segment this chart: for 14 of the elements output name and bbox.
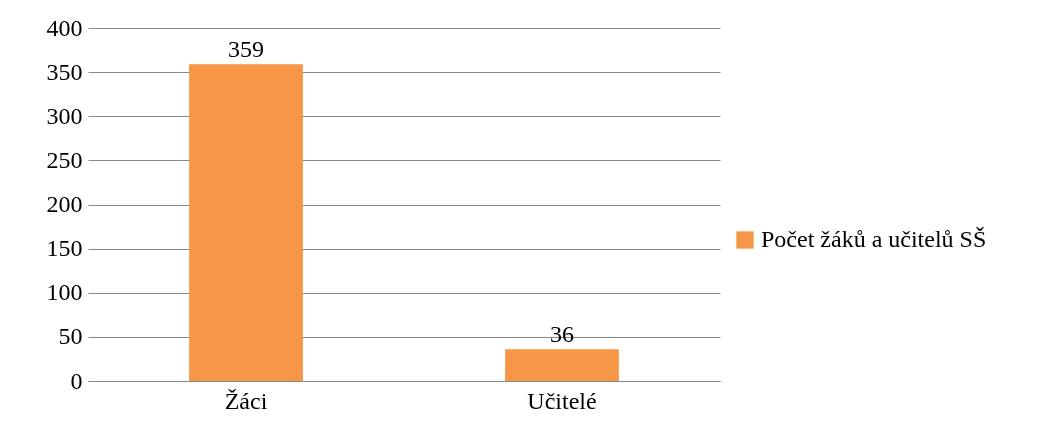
data-label: 36 <box>550 321 574 348</box>
y-tick-label: 200 <box>46 191 83 217</box>
legend-label: Počet žáků a učitelů SŠ <box>761 226 987 252</box>
y-tick-label: 300 <box>46 102 83 129</box>
y-tick-label: 400 <box>46 14 83 41</box>
data-label: 359 <box>228 36 264 63</box>
y-tick-label: 150 <box>46 235 83 262</box>
x-tick-label: Žáci <box>224 387 268 414</box>
y-tick-label: 0 <box>70 367 83 394</box>
x-tick-label: Učitelé <box>527 387 597 414</box>
y-tick-label: 350 <box>46 58 83 85</box>
y-tick-label: 100 <box>46 279 83 306</box>
y-tick-label: 50 <box>58 323 83 350</box>
y-tick-label: 250 <box>46 146 83 173</box>
